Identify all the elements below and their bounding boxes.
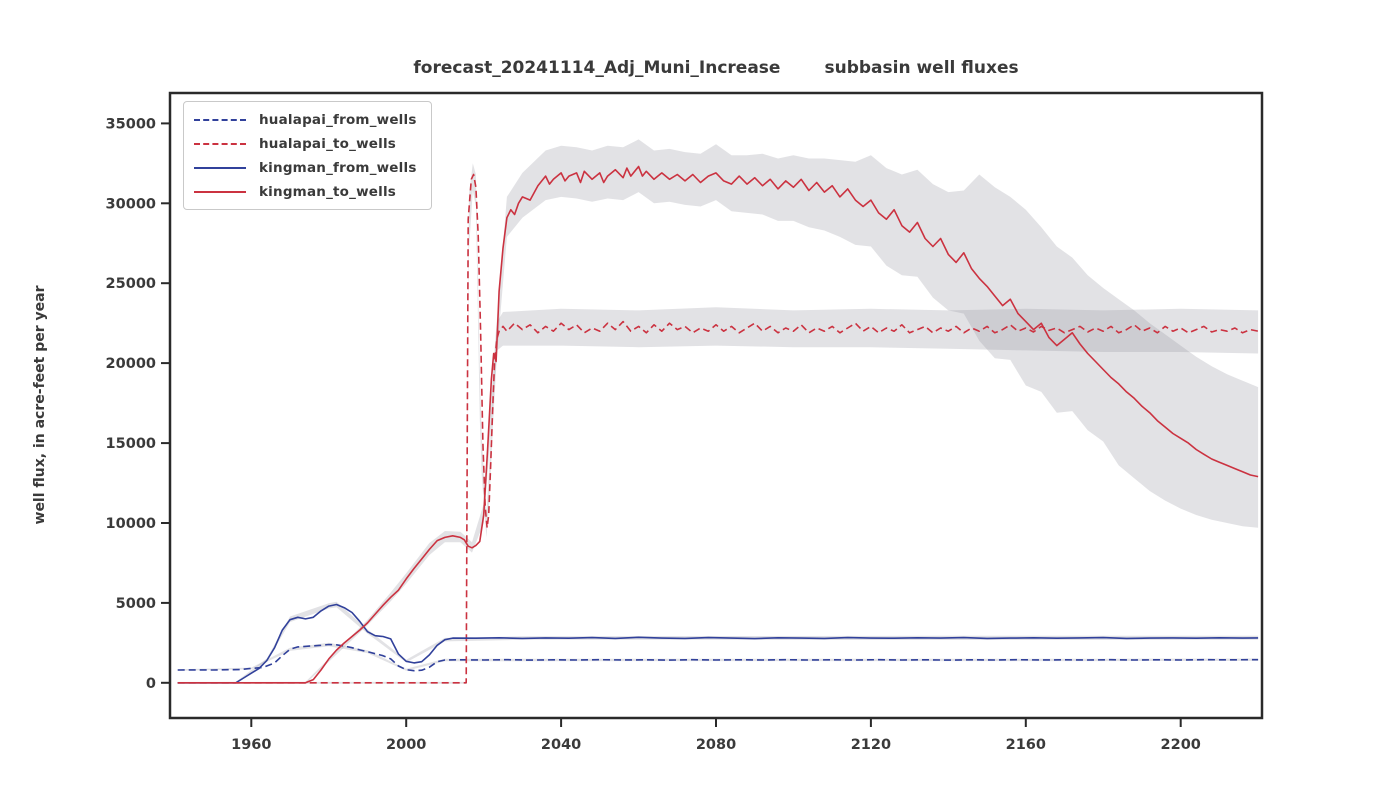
legend-line-sample-icon (194, 118, 246, 121)
y-tick-label: 0 (146, 676, 156, 692)
series-line-kingman_from_wells (177, 603, 1259, 684)
band-kingman_from_wells (177, 601, 1259, 684)
x-tick-label: 2120 (851, 737, 891, 753)
legend-item: hualapai_to_wells (194, 133, 417, 154)
x-tick-label: 2080 (696, 737, 736, 753)
y-tick-label: 30000 (106, 196, 156, 212)
chart-title-run-name: forecast_20241114_Adj_Muni_Increase (413, 58, 781, 78)
y-tick-label: 35000 (106, 116, 156, 132)
legend-label: kingman_from_wells (259, 159, 417, 176)
band-kingman_to_wells (177, 139, 1259, 684)
x-tick-label: 1960 (231, 737, 271, 753)
series-line-hualapai_to_wells (177, 173, 1259, 684)
legend-label: kingman_to_wells (259, 183, 397, 200)
y-tick-label: 15000 (106, 436, 156, 452)
x-tick-label: 2000 (386, 737, 426, 753)
x-tick-label: 2040 (541, 737, 581, 753)
legend-item: kingman_from_wells (194, 157, 417, 178)
chart-title: forecast_20241114_Adj_Muni_Increase subb… (170, 58, 1262, 78)
axes-frame (168, 91, 1264, 720)
y-tick-label: 20000 (106, 356, 156, 372)
y-tick-label: 5000 (116, 596, 156, 612)
legend-item: kingman_to_wells (194, 181, 417, 202)
legend-line-sample-icon (194, 190, 246, 193)
series-line-kingman_to_wells (177, 165, 1259, 684)
series-line-hualapai_from_wells (177, 643, 1259, 672)
legend-label: hualapai_to_wells (259, 135, 397, 152)
x-tick-label: 2200 (1161, 737, 1201, 753)
y-tick-label: 25000 (106, 276, 156, 292)
legend-line-sample-icon (194, 142, 246, 145)
x-tick-label: 2160 (1006, 737, 1046, 753)
legend-label: hualapai_from_wells (259, 111, 417, 128)
chart-title-subtitle: subbasin well fluxes (824, 58, 1019, 78)
legend: hualapai_from_wells hualapai_to_wells ki… (183, 101, 432, 210)
legend-item: hualapai_from_wells (194, 109, 417, 130)
y-tick-label: 10000 (106, 516, 156, 532)
legend-line-sample-icon (194, 166, 246, 169)
